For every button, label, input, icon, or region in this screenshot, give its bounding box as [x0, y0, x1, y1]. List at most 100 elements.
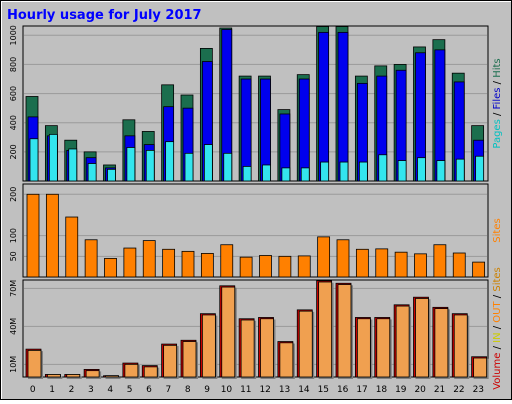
panel-volume: 10M 40M 70M Volume / IN / OUT / Sites	[9, 267, 503, 390]
sites-bar-13	[278, 255, 292, 278]
x-tick-label-17: 17	[356, 385, 367, 395]
out-bar-2	[66, 374, 81, 378]
sites-bar-10	[220, 244, 234, 278]
sites-bar-20	[414, 253, 427, 278]
pages-bar-18	[378, 154, 388, 182]
panel-hits-side-label-part: Files	[492, 88, 503, 110]
x-tick-label-6: 6	[146, 385, 152, 395]
panel-volume-side-label-part: IN	[492, 332, 503, 342]
pages-bar-16	[339, 161, 349, 182]
sites-bar-6	[142, 240, 156, 278]
panel-volume-side-label: Volume / IN / OUT / Sites	[492, 267, 503, 390]
pages-bar-1	[48, 133, 58, 182]
out-bar-15	[318, 281, 333, 378]
panel-hits-ytick-label: 800	[9, 57, 18, 72]
pages-bar-7	[165, 141, 175, 182]
out-bar-20	[415, 298, 429, 378]
out-bar-10	[221, 286, 236, 378]
sites-bar-22	[452, 252, 466, 278]
pages-bar-23	[475, 155, 485, 182]
pages-bar-6	[145, 149, 155, 182]
out-bar-11	[240, 319, 255, 378]
x-tick-label-20: 20	[414, 385, 426, 395]
pages-bar-17	[358, 161, 368, 182]
panel-volume-side-label-part: Sites	[492, 267, 503, 291]
sites-bar-7	[162, 248, 176, 278]
pages-bar-0	[29, 138, 39, 182]
x-tick-label-21: 21	[434, 385, 445, 395]
panel-hits: 200 400 600 800 1000 Pages / Files / Hits	[9, 25, 503, 182]
sites-bar-0	[26, 193, 40, 278]
panel-sites-frame	[22, 183, 489, 278]
out-bar-5	[124, 363, 139, 378]
x-tick-label-19: 19	[395, 385, 407, 395]
out-bar-21	[434, 308, 449, 378]
panel-volume-side-label-part: OUT	[492, 300, 503, 322]
out-bar-6	[143, 366, 158, 378]
panel-hits-ytick-label: 400	[9, 115, 18, 130]
panel-hits-ytick-label: 600	[9, 86, 18, 101]
panel-sites-ytick-label: 200	[9, 187, 18, 202]
panel-volume-side-label-part: /	[492, 343, 503, 353]
pages-bar-13	[281, 167, 291, 182]
sites-bar-11	[239, 256, 253, 278]
x-tick-label-8: 8	[185, 385, 191, 395]
out-bar-0	[27, 349, 42, 378]
out-bar-8	[182, 341, 197, 378]
files-bar-16	[337, 31, 349, 182]
out-bar-7	[163, 344, 178, 378]
x-tick-label-13: 13	[279, 385, 290, 395]
sites-bar-5	[123, 247, 137, 278]
x-tick-label-22: 22	[453, 385, 464, 395]
out-bar-16	[337, 284, 352, 378]
x-tick-label-4: 4	[107, 385, 113, 395]
panel-volume-side-label-part: /	[492, 323, 503, 333]
pages-bar-8	[184, 152, 194, 182]
out-bar-23	[473, 357, 488, 378]
pages-bar-4	[107, 168, 116, 182]
pages-bar-2	[68, 148, 78, 182]
sites-bar-8	[181, 250, 195, 278]
sites-bar-12	[259, 255, 272, 278]
volume-bar-2-shadow	[66, 376, 82, 379]
pages-bar-14	[300, 167, 310, 182]
x-tick-label-15: 15	[318, 385, 329, 395]
panel-hits-side-label: Pages / Files / Hits	[492, 58, 503, 148]
sites-bar-23	[472, 261, 486, 278]
sites-bar-14	[297, 255, 311, 278]
panel-volume-side-label-part: Volume	[492, 353, 503, 390]
sites-bar-17	[355, 248, 369, 278]
x-tick-label-5: 5	[127, 385, 133, 395]
x-tick-label-11: 11	[240, 385, 251, 395]
pages-bar-3	[87, 163, 97, 182]
panel-hits-side-label-part: Pages	[492, 119, 503, 148]
out-bar-9	[201, 314, 216, 378]
volume-bar-4-shadow	[105, 377, 121, 379]
x-tick-label-12: 12	[259, 385, 270, 395]
out-bar-18	[376, 318, 391, 378]
pages-bar-12	[262, 164, 271, 182]
sites-bar-18	[375, 248, 389, 278]
chart-panels: 200 400 600 800 1000 Pages / Files / Hits 50 10…	[9, 25, 503, 390]
x-tick-label-14: 14	[298, 385, 310, 395]
out-bar-1	[46, 374, 61, 378]
files-bar-11	[240, 78, 252, 182]
pages-bar-10	[223, 152, 233, 182]
panel-volume-ytick-label: 10M	[9, 356, 18, 373]
panel-volume-ytick-label: 40M	[9, 318, 18, 335]
sites-bar-21	[433, 244, 447, 278]
panel-hits-frame	[22, 25, 489, 182]
out-bar-19	[395, 305, 410, 378]
panel-hits-side-label-part: Hits	[492, 58, 503, 77]
out-bar-3	[85, 370, 100, 378]
x-tick-label-18: 18	[376, 385, 388, 395]
pages-bar-5	[126, 147, 136, 182]
pages-bar-20	[417, 157, 426, 182]
panel-sites: 50 100 200 Sites	[9, 183, 503, 278]
sites-bar-16	[336, 239, 350, 278]
x-tick-label-23: 23	[473, 385, 484, 395]
sites-bar-19	[394, 251, 408, 278]
sites-bar-4	[104, 257, 117, 278]
